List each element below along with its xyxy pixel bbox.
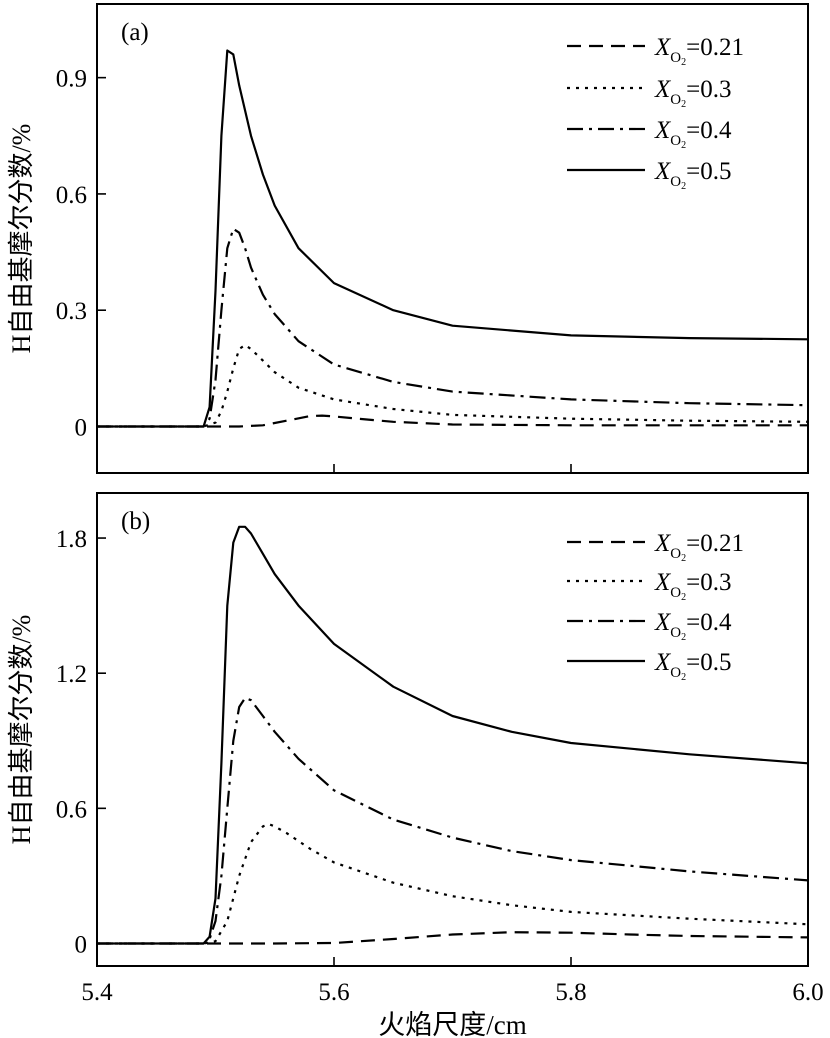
x-tick-label: 5.8 bbox=[555, 979, 586, 1006]
panel-b: 5.4 5.6 5.8 6.0 0 0.6 1.2 1.8 H自由基摩尔分数/% 火焰尺度/cm (… bbox=[7, 492, 824, 1038]
series-line bbox=[97, 227, 809, 428]
series-line bbox=[97, 822, 809, 945]
x-axis-label: 火焰尺度/cm bbox=[378, 1010, 527, 1038]
legend-entry: XO2=0.21 bbox=[654, 34, 744, 68]
x-tick-label: 5.6 bbox=[318, 979, 349, 1006]
panel-label: (b) bbox=[121, 508, 150, 535]
series-line bbox=[97, 525, 809, 945]
plot-frame bbox=[96, 492, 809, 967]
legend-entry: XO2=0.4 bbox=[654, 117, 732, 151]
legend-entry: XO2=0.4 bbox=[654, 609, 732, 643]
panel-a: 0 0.3 0.6 0.9 H自由基摩尔分数/% (a) XO2=0.21 XO2=0.3 XO… bbox=[7, 3, 809, 474]
plot-frame bbox=[96, 3, 809, 474]
y-tick-label: 0.6 bbox=[56, 182, 87, 209]
y-tick-label: 0.9 bbox=[56, 66, 87, 93]
x-tick-label: 5.4 bbox=[81, 979, 113, 1006]
series-line bbox=[97, 49, 809, 428]
series-line bbox=[97, 931, 809, 945]
y-tick-label: 1.8 bbox=[56, 526, 87, 553]
legend-entry: XO2=0.3 bbox=[654, 76, 731, 110]
legend-entry: XO2=0.3 bbox=[654, 569, 731, 603]
series-line bbox=[97, 344, 809, 428]
series-line bbox=[97, 414, 808, 428]
series-line bbox=[97, 696, 809, 945]
legend-entry: XO2=0.21 bbox=[654, 530, 744, 564]
y-tick-label: 0 bbox=[75, 931, 88, 958]
legend-entry: XO2=0.5 bbox=[654, 158, 731, 192]
x-tick-label: 6.0 bbox=[792, 979, 823, 1006]
y-tick-label: 0.6 bbox=[56, 796, 87, 823]
legend-entry: XO2=0.5 bbox=[654, 649, 731, 683]
y-axis-label: H自由基摩尔分数/% bbox=[7, 615, 36, 845]
y-tick-label: 0.3 bbox=[56, 298, 87, 325]
y-tick-label: 0 bbox=[75, 414, 88, 441]
y-tick-label: 1.2 bbox=[56, 661, 87, 688]
y-axis-label: H自由基摩尔分数/% bbox=[7, 124, 36, 354]
panel-label: (a) bbox=[121, 19, 149, 46]
